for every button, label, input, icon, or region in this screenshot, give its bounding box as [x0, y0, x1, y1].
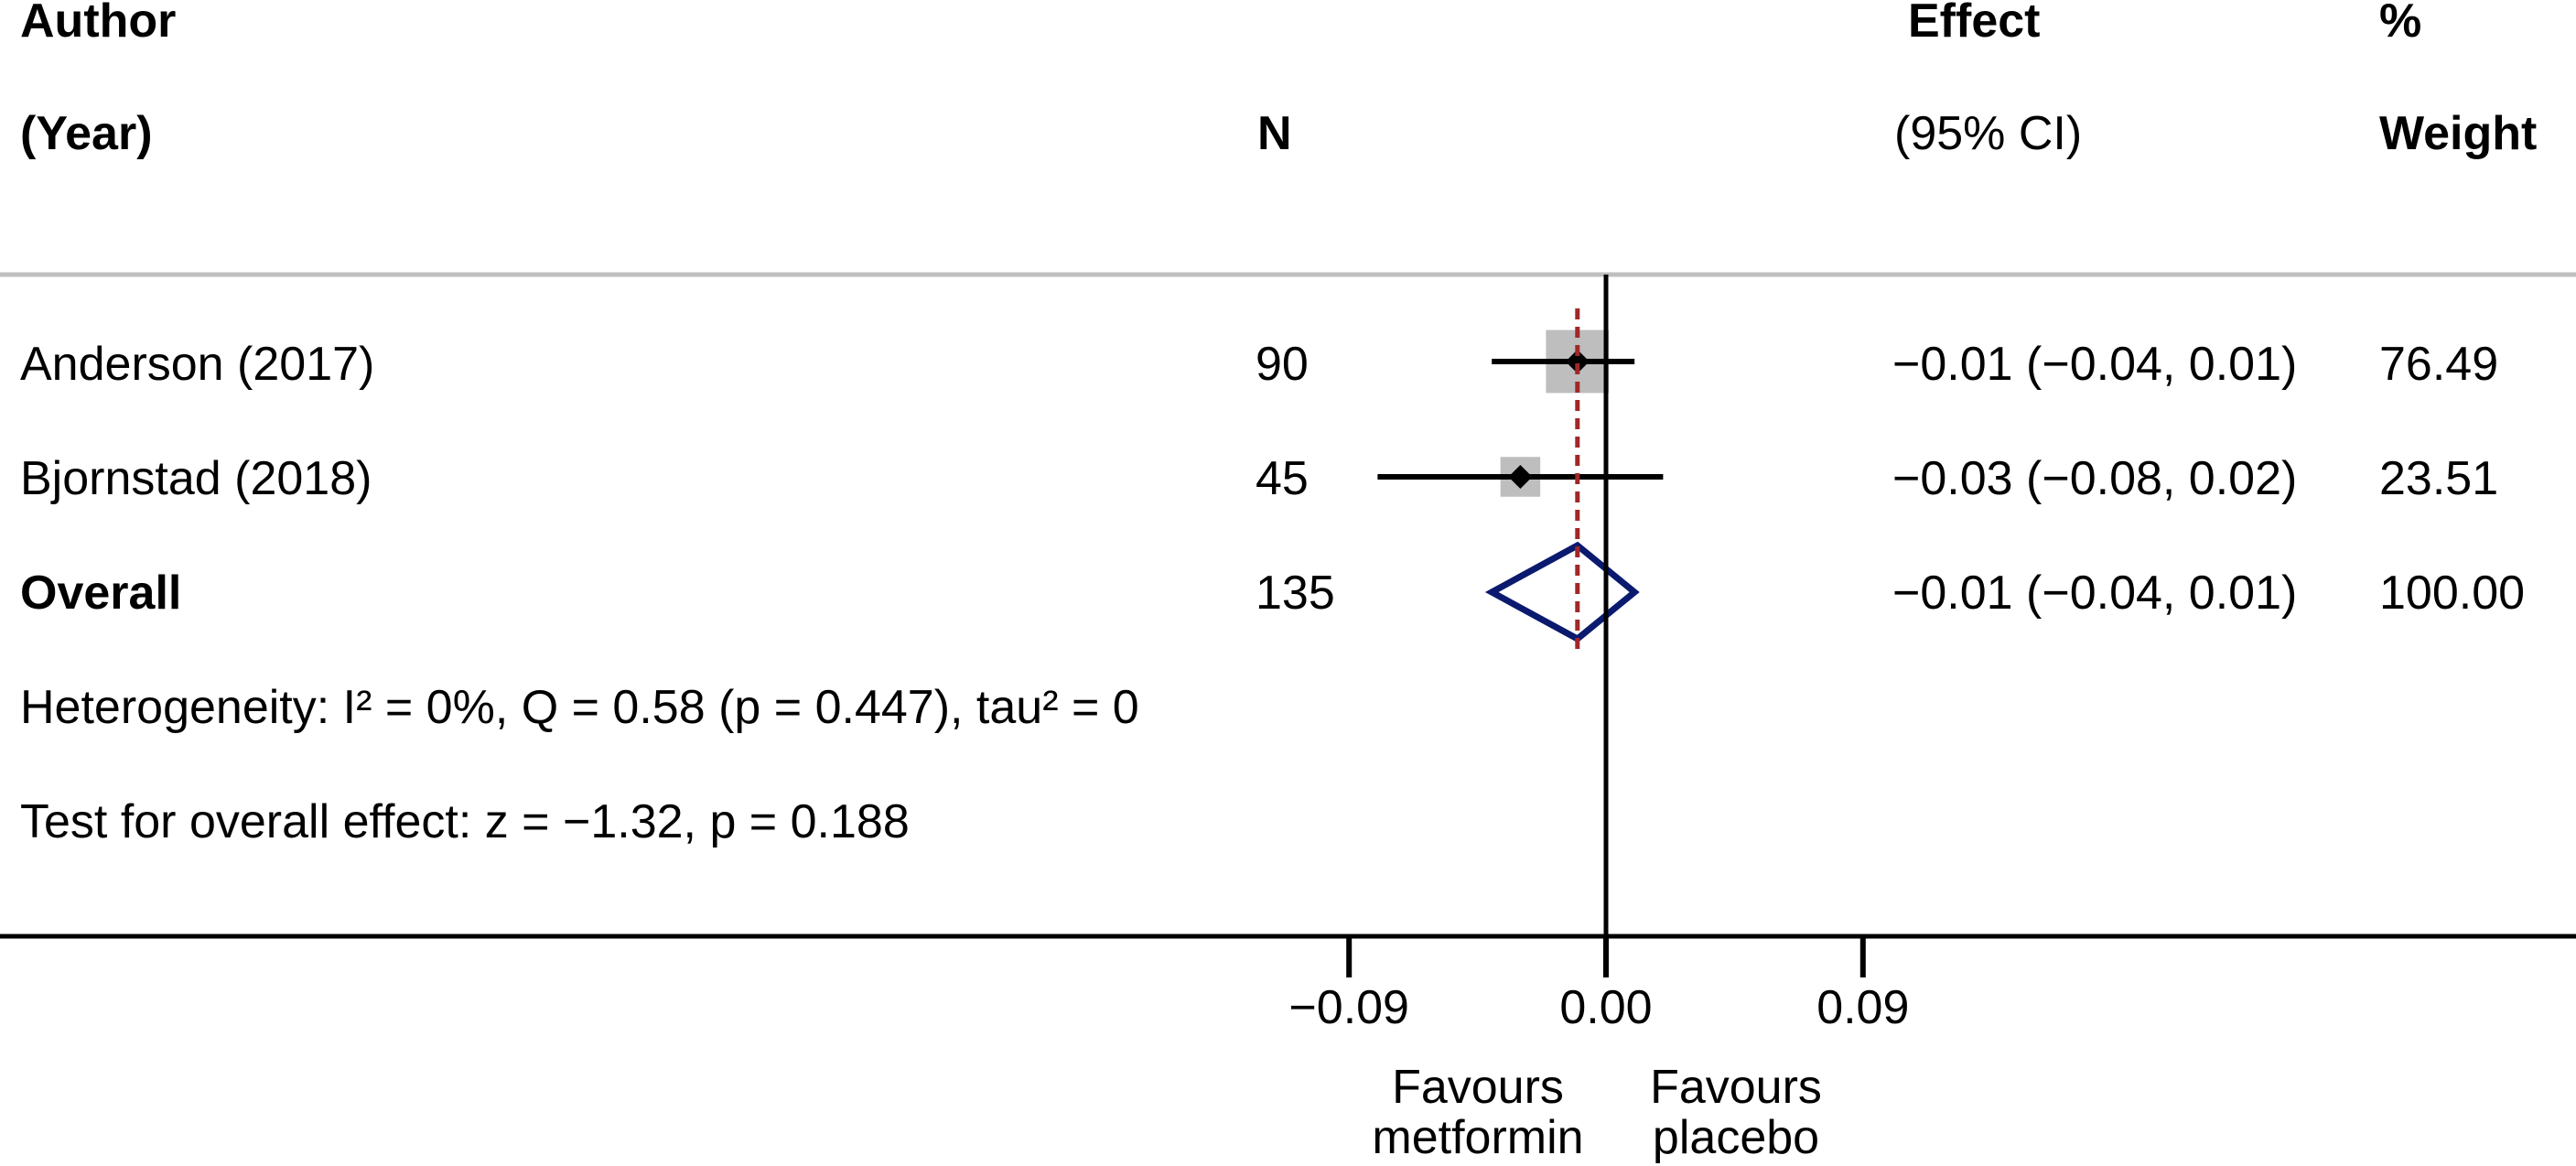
study-label: Anderson (2017) [20, 338, 374, 391]
overall-n: 135 [1256, 567, 1335, 620]
study-n: 45 [1256, 452, 1309, 505]
column-header-percent: % [2379, 0, 2421, 48]
favours-left-line1: Favours [1392, 1061, 1564, 1114]
heterogeneity-text: Heterogeneity: I² = 0%, Q = 0.58 (p = 0.… [20, 681, 1139, 734]
overall-weight: 100.00 [2379, 567, 2525, 620]
column-header-n: N [1257, 107, 1292, 160]
overall-diamond [1484, 541, 1640, 643]
column-header-author: Author [20, 0, 176, 48]
column-header-year: (Year) [20, 107, 153, 160]
column-header-ci: (95% CI) [1894, 107, 2082, 160]
point-estimate-marker [1565, 350, 1590, 373]
overall-label: Overall [20, 567, 181, 620]
favours-right-line2: placebo [1653, 1111, 1819, 1164]
study-weight: 76.49 [2379, 338, 2498, 391]
overall-effect-test: Test for overall effect: z = −1.32, p = … [20, 795, 910, 848]
x-tick-label: 0.09 [1816, 981, 1909, 1034]
column-header-weight: Weight [2379, 107, 2537, 160]
study-n: 90 [1256, 338, 1309, 391]
study-label: Bjornstad (2018) [20, 452, 372, 505]
favours-left-line2: metformin [1372, 1111, 1583, 1164]
column-header-effect: Effect [1908, 0, 2040, 48]
study-effect-text: −0.01 (−0.04, 0.01) [1892, 338, 2297, 391]
study-effect-text: −0.03 (−0.08, 0.02) [1892, 452, 2297, 505]
x-tick-label: 0.00 [1559, 981, 1652, 1034]
overall-effect-text: −0.01 (−0.04, 0.01) [1892, 567, 2297, 620]
favours-right-line1: Favours [1650, 1061, 1822, 1114]
x-tick-label: −0.09 [1288, 981, 1409, 1034]
study-weight: 23.51 [2379, 452, 2498, 505]
point-estimate-marker [1508, 465, 1533, 489]
